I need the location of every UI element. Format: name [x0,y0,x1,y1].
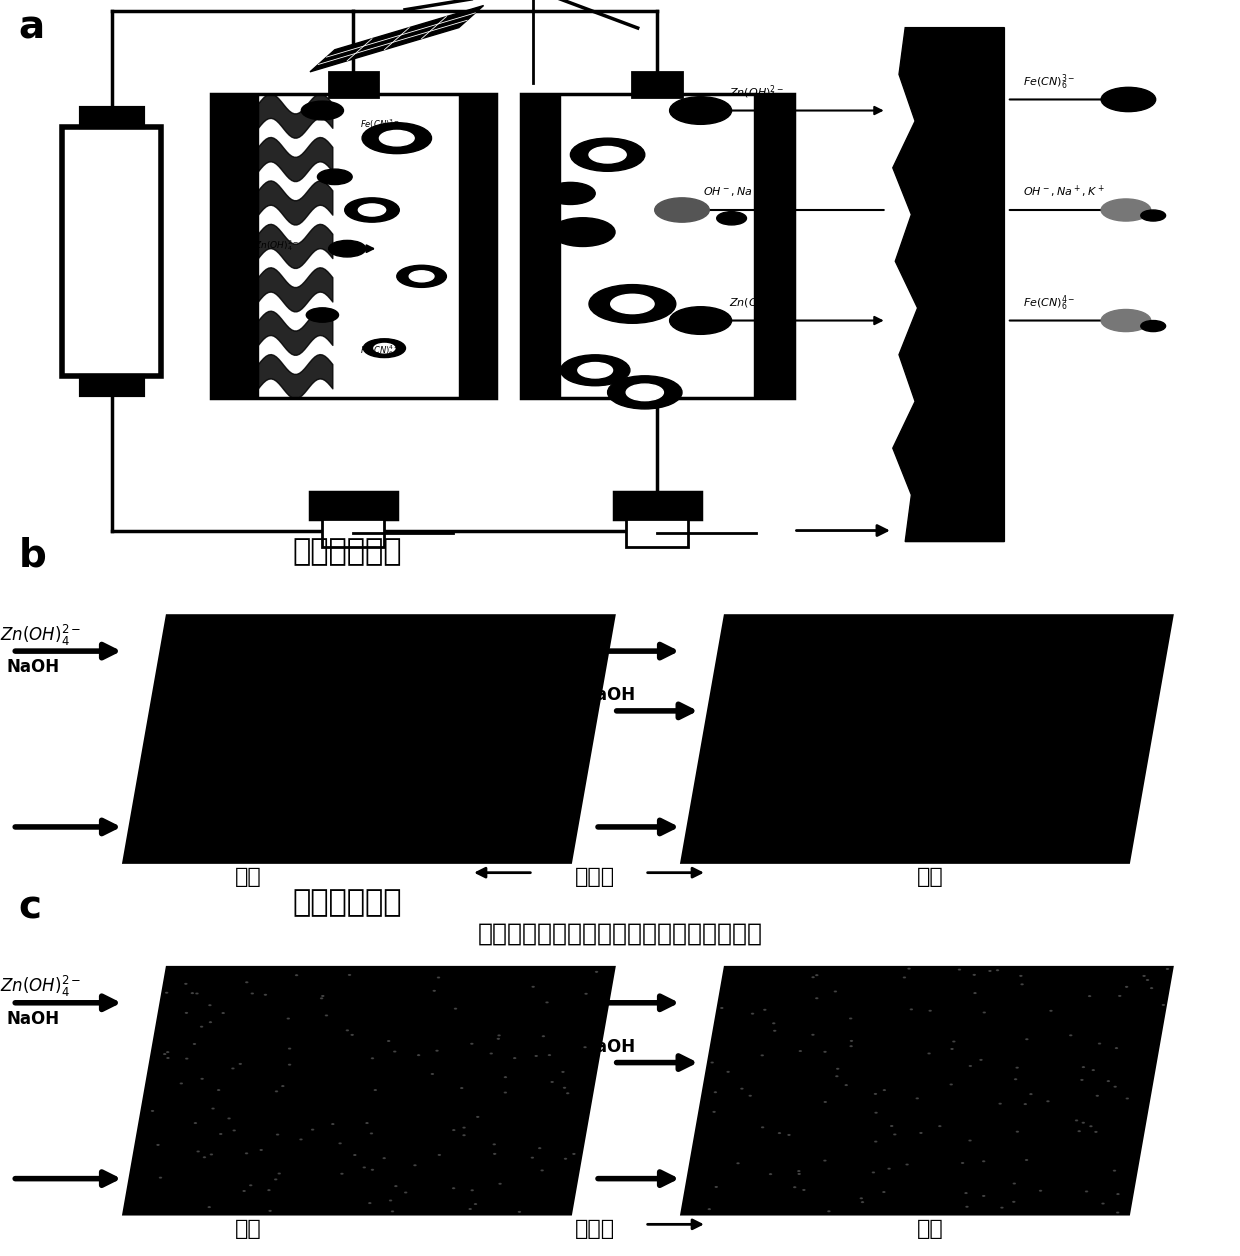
Text: 放电: 放电 [916,1218,944,1238]
Bar [62,127,161,376]
Polygon shape [682,967,1172,1213]
Bar [614,492,701,520]
Text: 充电: 充电 [234,1218,262,1238]
Circle shape [1101,309,1151,332]
Text: NaOH: NaOH [6,1010,60,1027]
Text: 采用不带电荷的多孔离子传导膜组装的电池: 采用不带电荷的多孔离子传导膜组装的电池 [477,922,763,946]
Circle shape [655,198,709,222]
Circle shape [317,170,352,185]
Bar [322,520,384,548]
Text: $Fe(CN)_6^{4-}$: $Fe(CN)_6^{4-}$ [1023,294,1075,313]
Text: $Zn(OH)_4^{2-}$: $Zn(OH)_4^{2-}$ [0,975,81,1000]
Bar [521,94,794,398]
Circle shape [374,343,396,353]
Circle shape [1101,198,1151,221]
Circle shape [379,131,414,146]
Circle shape [362,123,432,153]
Bar [81,376,143,396]
Circle shape [306,308,339,323]
Circle shape [397,265,446,288]
Text: 锌枝晶: 锌枝晶 [575,867,615,887]
Text: NaOH: NaOH [583,686,636,705]
Polygon shape [124,615,614,862]
Circle shape [546,182,595,205]
Text: 锌枝晶: 锌枝晶 [575,1218,615,1238]
Text: 充电: 充电 [234,867,262,887]
Bar [81,108,143,127]
Circle shape [670,97,732,124]
Polygon shape [682,615,1172,862]
Bar [329,72,378,97]
Text: 多孔碳毡电极: 多孔碳毡电极 [293,536,402,565]
Bar [521,94,560,398]
Circle shape [608,376,682,409]
Circle shape [589,285,676,323]
Text: $Zn(OH)_4^{2-}$: $Zn(OH)_4^{2-}$ [0,623,81,648]
Circle shape [560,354,630,386]
Bar [754,94,794,398]
Circle shape [358,203,386,216]
Bar [211,94,258,398]
Polygon shape [893,28,1004,541]
Circle shape [570,138,645,171]
Bar [632,72,682,97]
Bar [310,492,397,520]
Circle shape [626,384,663,401]
Bar [626,520,688,548]
Circle shape [345,198,399,222]
Text: $Zn(OH)_4^{2-}$: $Zn(OH)_4^{2-}$ [729,294,784,313]
Bar [211,94,496,398]
Circle shape [1101,88,1156,112]
Text: 多孔碳毡电极: 多孔碳毡电极 [293,888,402,917]
Circle shape [589,147,626,163]
Text: NaOH: NaOH [6,658,60,676]
Polygon shape [124,967,614,1213]
Circle shape [717,212,746,225]
Circle shape [409,271,434,281]
Text: $Zn(OH)_4^{2-}$: $Zn(OH)_4^{2-}$ [254,239,299,254]
Text: $Zn(OH)_4^{2-}$: $Zn(OH)_4^{2-}$ [729,83,784,103]
Circle shape [329,240,366,257]
Circle shape [551,217,615,246]
Circle shape [301,102,343,119]
Text: 放电: 放电 [916,867,944,887]
Circle shape [363,339,405,358]
Circle shape [1141,320,1166,332]
Circle shape [670,306,732,334]
Text: a: a [19,9,45,46]
Polygon shape [310,5,484,72]
Text: $Fe(CN)_6^{3-}$: $Fe(CN)_6^{3-}$ [360,117,399,132]
Circle shape [1141,210,1166,221]
Text: $OH^-, Na^+, K^+$: $OH^-, Na^+, K^+$ [1023,183,1105,200]
Circle shape [578,363,613,378]
Bar [459,94,496,398]
Text: NaOH: NaOH [583,1037,636,1056]
Text: c: c [19,888,42,927]
Text: $OH^-, Na^+, K^+$: $OH^-, Na^+, K^+$ [703,183,785,200]
Text: $Fe(CN)_6^{3-}$: $Fe(CN)_6^{3-}$ [1023,73,1075,92]
Text: $Fe(CN)_6^{4-}$: $Fe(CN)_6^{4-}$ [360,343,399,358]
Text: b: b [19,536,46,575]
Circle shape [610,294,655,314]
